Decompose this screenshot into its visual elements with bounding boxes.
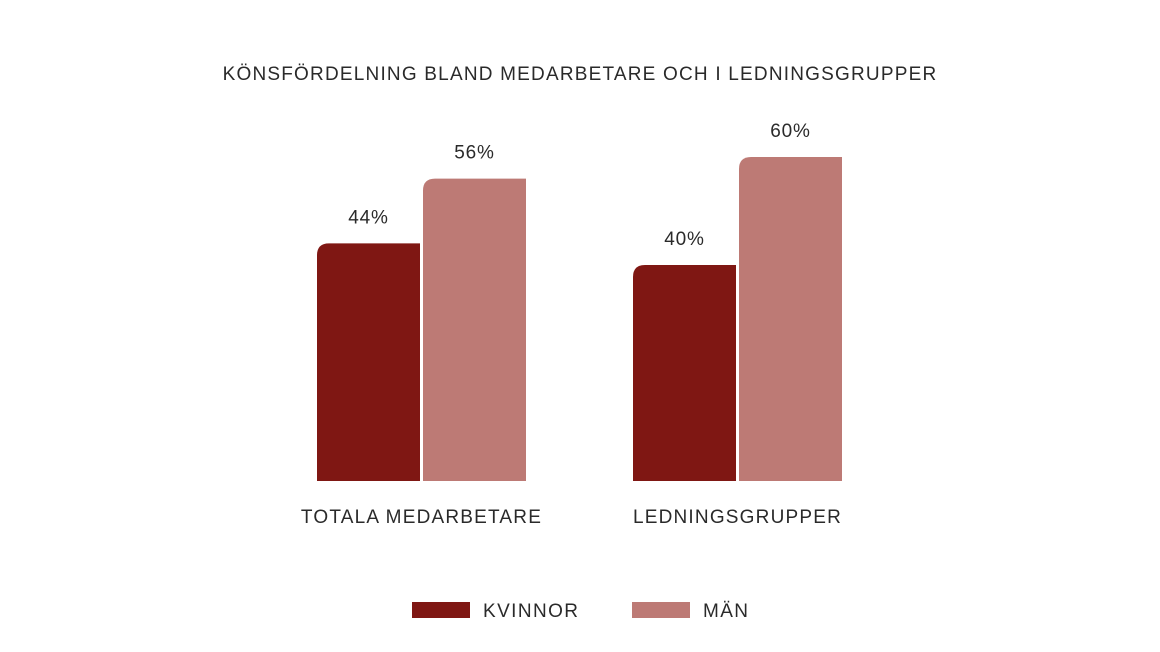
bar-man-0 [423,178,526,481]
data-label-kvinnor-0: 44% [348,207,388,228]
category-label-1: LEDNINGSGRUPPER [633,507,842,528]
legend-label-kvinnor: KVINNOR [483,601,579,622]
legend-swatch-kvinnor [412,602,470,618]
bar-kvinnor-1 [633,265,736,481]
bars-layer [317,157,842,481]
chart-title: KÖNSFÖRDELNING BLAND MEDARBETARE OCH I L… [223,64,938,85]
data-label-kvinnor-1: 40% [664,229,704,250]
legend: KVINNOR MÄN [412,601,749,622]
bar-kvinnor-0 [317,243,420,481]
labels-layer: 44% 56% 40% 60% [348,121,810,250]
legend-label-man: MÄN [703,601,749,622]
bar-man-1 [739,157,842,481]
category-axis: TOTALA MEDARBETARE LEDNINGSGRUPPER [301,507,842,528]
legend-swatch-man [632,602,690,618]
data-label-man-0: 56% [454,143,494,164]
data-label-man-1: 60% [770,121,810,142]
category-label-0: TOTALA MEDARBETARE [301,507,542,528]
